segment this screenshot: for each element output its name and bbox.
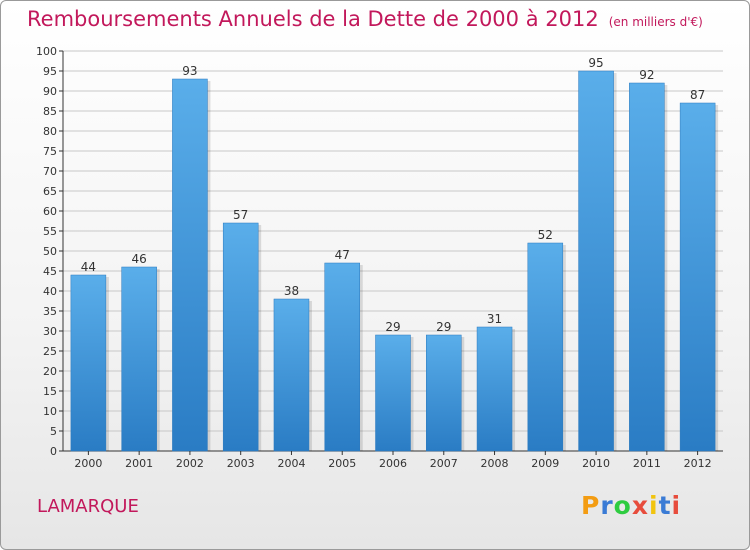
x-tick-label: 2006 [379,457,407,470]
proxiti-logo: Proxiti [581,491,681,520]
x-tick-label: 2002 [176,457,204,470]
x-tick-label: 2000 [74,457,102,470]
logo-letter: r [600,491,614,520]
logo-letter: i [671,491,682,520]
y-tick-label: 45 [43,265,57,278]
y-tick-label: 50 [43,245,57,258]
y-tick-label: 60 [43,205,57,218]
bar-value-label: 52 [538,228,553,242]
bar-value-label: 38 [284,284,299,298]
bar-value-label: 92 [639,68,654,82]
bar-value-label: 47 [335,248,350,262]
commune-name: LAMARQUE [37,496,139,517]
x-tick-label: 2008 [481,457,509,470]
x-tick-label: 2011 [633,457,661,470]
bar [273,298,310,452]
y-tick-label: 25 [43,345,57,358]
bar [578,70,614,452]
chart-title: Remboursements Annuels de la Dette de 20… [27,7,703,31]
bar [375,334,411,452]
x-tick-label: 2004 [277,457,305,470]
y-tick-label: 35 [43,305,57,318]
bar [679,102,716,452]
y-tick-label: 65 [43,185,57,198]
y-tick-label: 70 [43,165,57,178]
bar [70,274,107,452]
y-tick-label: 10 [43,405,57,418]
y-tick-label: 95 [43,65,57,78]
y-tick-label: 90 [43,85,57,98]
y-tick-label: 75 [43,145,57,158]
bar [121,266,157,452]
bar-value-label: 87 [690,88,705,102]
bar-value-label: 93 [182,64,197,78]
x-tick-label: 2012 [684,457,712,470]
y-tick-label: 85 [43,105,57,118]
chart-title-text: Remboursements Annuels de la Dette de 20… [27,7,599,31]
bar-value-label: 29 [385,320,400,334]
y-tick-label: 80 [43,125,57,138]
bar [476,326,513,452]
y-tick-label: 20 [43,365,57,378]
x-tick-label: 2010 [582,457,610,470]
x-tick-label: 2003 [227,457,255,470]
bar-value-label: 29 [436,320,451,334]
bar-value-label: 95 [588,56,603,70]
logo-letter: o [613,491,632,520]
chart-subtitle: (en milliers d'€) [608,15,703,29]
y-tick-label: 55 [43,225,57,238]
y-tick-label: 30 [43,325,57,338]
bar [629,82,665,452]
logo-letter: t [658,491,672,520]
y-tick-label: 100 [36,45,57,58]
x-tick-label: 2007 [430,457,458,470]
y-tick-label: 40 [43,285,57,298]
logo-letter: P [581,491,601,520]
y-tick-label: 5 [50,425,57,438]
x-tick-label: 2009 [531,457,559,470]
logo-letter: i [649,491,659,520]
bar [527,242,564,452]
y-tick-label: 15 [43,385,57,398]
bar-value-label: 44 [81,260,96,274]
bar [172,78,208,452]
logo-letter: x [631,491,649,520]
bar [222,222,259,452]
bar-value-label: 57 [233,208,248,222]
bar-value-label: 46 [132,252,147,266]
bar-value-label: 31 [487,312,502,326]
bar [324,262,360,452]
x-tick-label: 2005 [328,457,356,470]
y-tick-label: 0 [50,445,57,458]
x-tick-label: 2001 [125,457,153,470]
bar [426,334,462,452]
